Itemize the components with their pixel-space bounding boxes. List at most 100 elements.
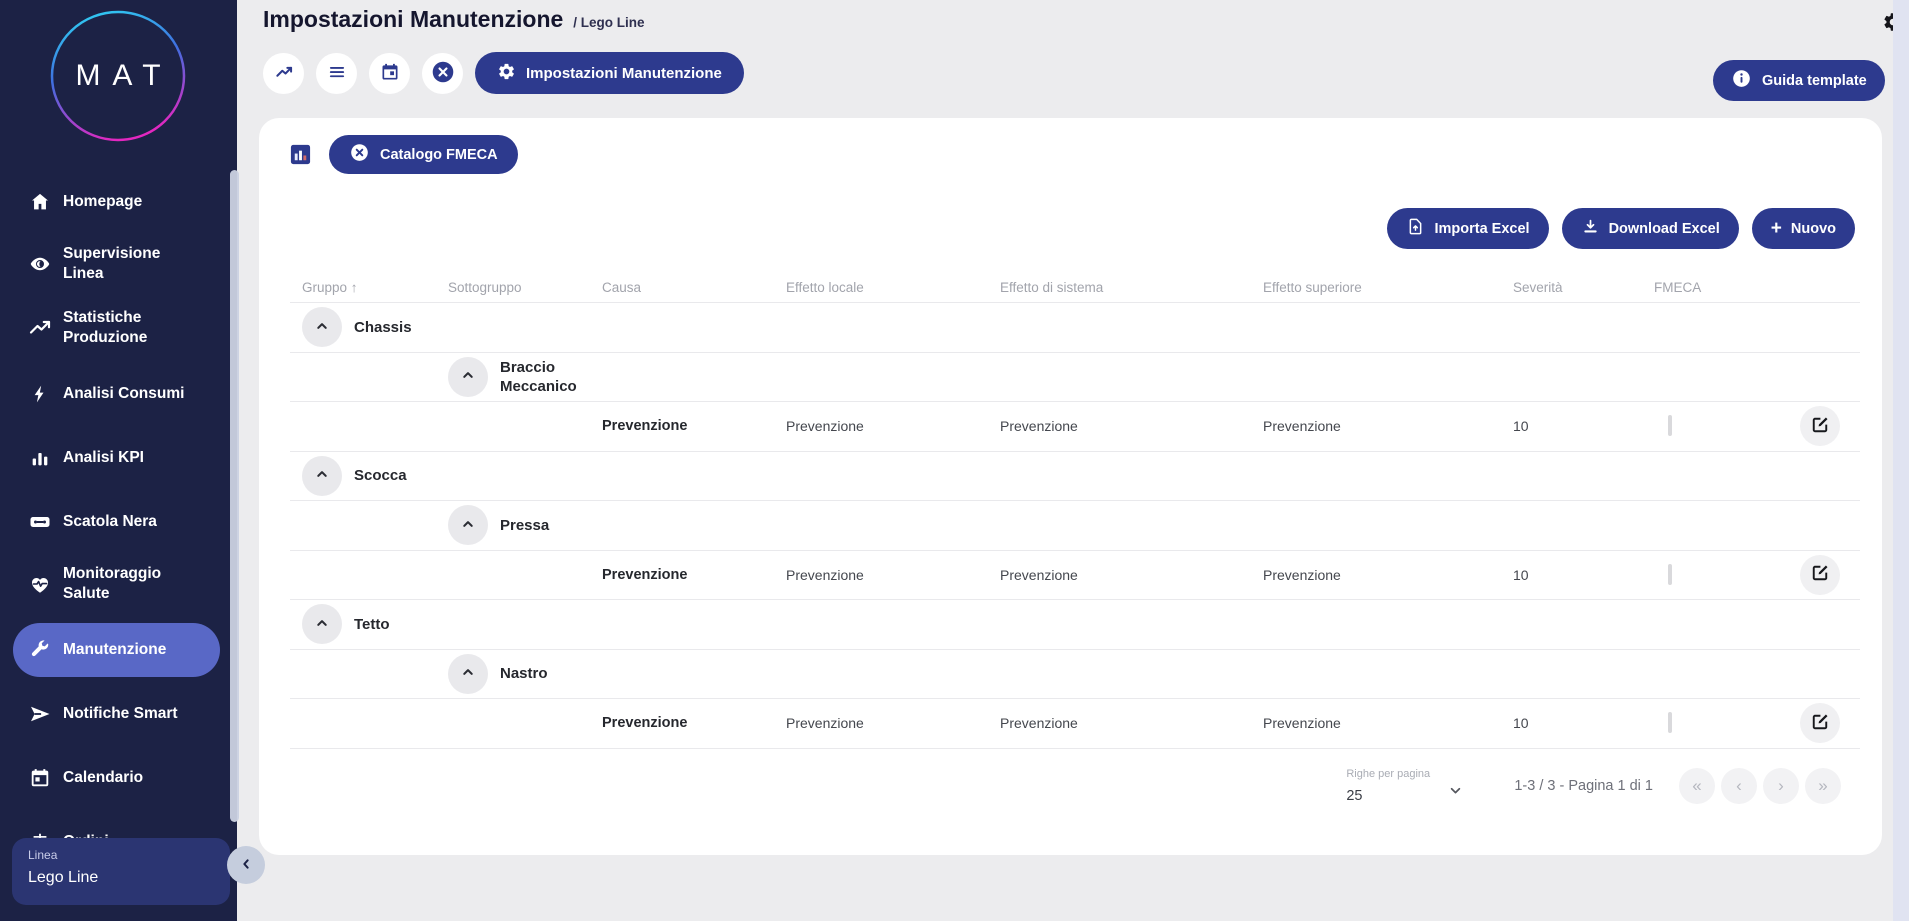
guida-template-button[interactable]: Guida template	[1713, 60, 1885, 101]
fmeca-checkbox[interactable]	[1668, 415, 1672, 437]
line-selector[interactable]: Linea Lego Line	[12, 838, 230, 905]
sidebar-item-label: Calendario	[63, 769, 144, 786]
col-gruppo[interactable]: Gruppo ↑	[302, 279, 358, 295]
collapse-group-button[interactable]	[302, 604, 342, 645]
cell-effetto-locale: Prevenzione	[786, 566, 864, 583]
next-page-button[interactable]: ›	[1763, 768, 1799, 804]
sidebar-item-label: Analisi Consumi	[63, 385, 185, 402]
cell-effetto-di-sistema: Prevenzione	[1000, 566, 1078, 583]
chip-label: Catalogo FMECA	[380, 146, 498, 163]
download-excel-button[interactable]: Download Excel	[1561, 208, 1739, 249]
sidebar-item-scatola-nera[interactable]: Scatola Nera	[0, 510, 237, 534]
double-chevron-left-icon: «	[1692, 776, 1702, 795]
file-import-icon	[1406, 217, 1425, 240]
col-effetto-locale[interactable]: Effetto locale	[786, 279, 864, 295]
col-effetto-superiore[interactable]: Effetto superiore	[1263, 279, 1362, 295]
sidebar-item-label: Notifiche Smart	[63, 705, 178, 722]
edit-row-button[interactable]	[1800, 554, 1840, 595]
info-icon	[1731, 68, 1752, 93]
sidebar-item-analisi-consumi[interactable]: Analisi Consumi	[0, 382, 237, 406]
col-effetto-di-sistema[interactable]: Effetto di sistema	[1000, 279, 1104, 295]
cell-effetto-locale: Prevenzione	[786, 715, 864, 732]
cell-effetto-superiore: Prevenzione	[1263, 566, 1341, 583]
sort-asc-icon: ↑	[350, 279, 358, 295]
chevron-right-icon: ›	[1778, 776, 1784, 795]
first-page-button[interactable]: «	[1679, 768, 1715, 804]
download-excel-label: Download Excel	[1608, 220, 1720, 237]
fmeca-checkbox[interactable]	[1668, 712, 1672, 734]
close-view-button[interactable]	[422, 52, 463, 94]
list-view-button[interactable]	[316, 52, 357, 94]
gear-icon	[497, 62, 516, 85]
wrench-icon	[28, 638, 52, 662]
collapse-subgroup-button[interactable]	[448, 356, 488, 397]
importa-excel-button[interactable]: Importa Excel	[1387, 208, 1549, 249]
table-row-group: Chassis	[290, 302, 1860, 352]
sidebar-item-analisi-kpi[interactable]: Analisi KPI	[0, 446, 237, 470]
table-row-subgroup: Pressa	[290, 500, 1860, 550]
table-actions: Importa Excel Download Excel + Nuovo	[1387, 208, 1855, 249]
chevron-left-icon	[238, 856, 254, 875]
tab-label: Impostazioni Manutenzione	[526, 64, 722, 82]
chevron-down-icon	[1447, 782, 1464, 804]
col-severita[interactable]: Severità	[1513, 279, 1563, 295]
sidebar-item-manutenzione[interactable]: Manutenzione	[13, 623, 220, 677]
tab-impostazioni-manutenzione[interactable]: Impostazioni Manutenzione	[475, 52, 744, 94]
page-scrollbar[interactable]	[1893, 0, 1909, 921]
sidebar-item-homepage[interactable]: Homepage	[0, 190, 237, 214]
trend-view-button[interactable]	[263, 52, 304, 94]
last-page-button[interactable]: »	[1805, 768, 1841, 804]
cell-severita: 10	[1513, 418, 1529, 435]
fmeca-checkbox[interactable]	[1668, 563, 1672, 585]
view-toolbar: Impostazioni Manutenzione	[263, 52, 744, 94]
sidebar-item-statistiche-produzione[interactable]: Statistiche Produzione	[0, 308, 237, 348]
breadcrumb: Impostazioni Manutenzione / Lego Line	[263, 6, 645, 33]
chevron-up-icon	[459, 366, 477, 387]
mat-logo: MAT	[46, 8, 190, 144]
collapse-subgroup-button[interactable]	[448, 653, 488, 694]
table-row-data: Prevenzione Prevenzione Prevenzione Prev…	[290, 549, 1860, 600]
pagination-nav: « ‹ › »	[1679, 768, 1841, 804]
chevron-up-icon	[459, 663, 477, 684]
sidebar-collapse-button[interactable]	[227, 846, 265, 884]
rows-per-page-select[interactable]: Righe per pagina 25	[1346, 768, 1464, 804]
sidebar-item-label: Supervisione Linea	[63, 245, 161, 282]
chevron-up-icon	[313, 465, 331, 486]
cell-severita: 10	[1513, 566, 1529, 583]
heart-pulse-icon	[28, 572, 52, 596]
col-fmeca[interactable]: FMECA	[1654, 279, 1702, 295]
subgroup-label: Pressa	[500, 516, 550, 534]
sidebar-item-notifiche-smart[interactable]: Notifiche Smart	[0, 702, 237, 726]
sidebar-item-monitoraggio-salute[interactable]: Monitoraggio Salute	[0, 564, 237, 604]
calendar-icon	[380, 62, 400, 85]
table-row-group: Scocca	[290, 450, 1860, 501]
collapse-subgroup-button[interactable]	[448, 505, 488, 546]
edit-row-button[interactable]	[1800, 406, 1840, 447]
page-title: Impostazioni Manutenzione	[263, 6, 564, 32]
sidebar-item-supervisione-linea[interactable]: Supervisione Linea	[0, 244, 237, 284]
rows-per-page-label: Righe per pagina	[1346, 768, 1431, 780]
nuovo-button[interactable]: + Nuovo	[1751, 208, 1855, 249]
bar-chart-icon	[289, 143, 312, 166]
cell-effetto-locale: Prevenzione	[786, 418, 864, 435]
sidebar-item-calendario[interactable]: Calendario	[0, 766, 237, 790]
cell-causa: Prevenzione	[602, 418, 688, 435]
prev-page-button[interactable]: ‹	[1721, 768, 1757, 804]
main-content: Impostazioni Manutenzione / Lego Line Im…	[237, 0, 1909, 921]
calendar-view-button[interactable]	[369, 52, 410, 94]
edit-square-icon	[1810, 563, 1830, 586]
cell-severita: 10	[1513, 715, 1529, 732]
kpi-bars-icon	[28, 446, 52, 470]
catalogo-fmeca-chip[interactable]: Catalogo FMECA	[329, 135, 518, 174]
nuovo-label: Nuovo	[1790, 220, 1836, 237]
collapse-group-button[interactable]	[302, 307, 342, 348]
cell-effetto-di-sistema: Prevenzione	[1000, 418, 1078, 435]
edit-row-button[interactable]	[1800, 703, 1840, 744]
table-row-subgroup: Braccio Meccanico	[290, 351, 1860, 402]
collapse-group-button[interactable]	[302, 455, 342, 496]
line-selector-label: Linea	[28, 848, 58, 862]
sidebar-scrollbar[interactable]	[230, 170, 239, 822]
group-label: Chassis	[354, 318, 412, 336]
col-sottogruppo[interactable]: Sottogruppo	[448, 279, 522, 295]
col-causa[interactable]: Causa	[602, 279, 642, 295]
